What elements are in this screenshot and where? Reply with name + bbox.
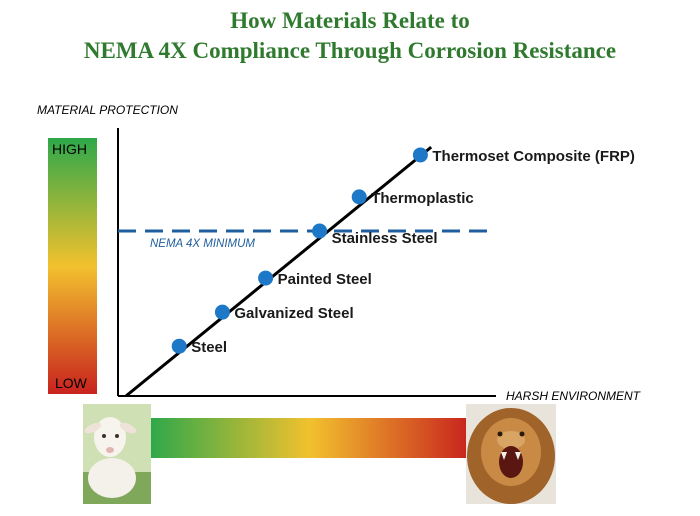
lamb-icon: [83, 404, 151, 504]
chart-title-line-2: NEMA 4X Compliance Through Corrosion Res…: [84, 38, 616, 63]
roaring-lion-icon: [466, 404, 556, 504]
point-galvanized-steel: [214, 304, 230, 320]
point-label: Thermoplastic: [371, 190, 474, 207]
x-axis-label: HARSH ENVIRONMENT: [506, 389, 642, 403]
environment-gradient-bar: [150, 418, 470, 458]
y-low-label: LOW: [55, 375, 88, 391]
point-label: Galvanized Steel: [234, 305, 353, 322]
point-thermoset-composite-frp: [412, 147, 428, 163]
chart-title-line-1: How Materials Relate to: [230, 8, 470, 33]
material-points: Steel Galvanized Steel Painted Steel Stainl…: [171, 147, 635, 356]
protection-gradient-bar: [48, 138, 97, 394]
trend-line: [125, 145, 433, 398]
y-axis-label: MATERIAL PROTECTION: [37, 103, 178, 117]
point-label: Stainless Steel: [332, 230, 438, 247]
point-thermoplastic: [351, 189, 367, 205]
y-high-label: HIGH: [52, 141, 87, 157]
point-label: Steel: [191, 339, 227, 356]
point-steel: [171, 338, 187, 354]
point-painted-steel: [258, 270, 274, 286]
point-label: Thermoset Composite (FRP): [432, 148, 635, 165]
point-label: Painted Steel: [278, 271, 372, 288]
nema-4x-minimum-label: NEMA 4X MINIMUM: [150, 238, 255, 250]
point-stainless-steel: [312, 223, 328, 239]
